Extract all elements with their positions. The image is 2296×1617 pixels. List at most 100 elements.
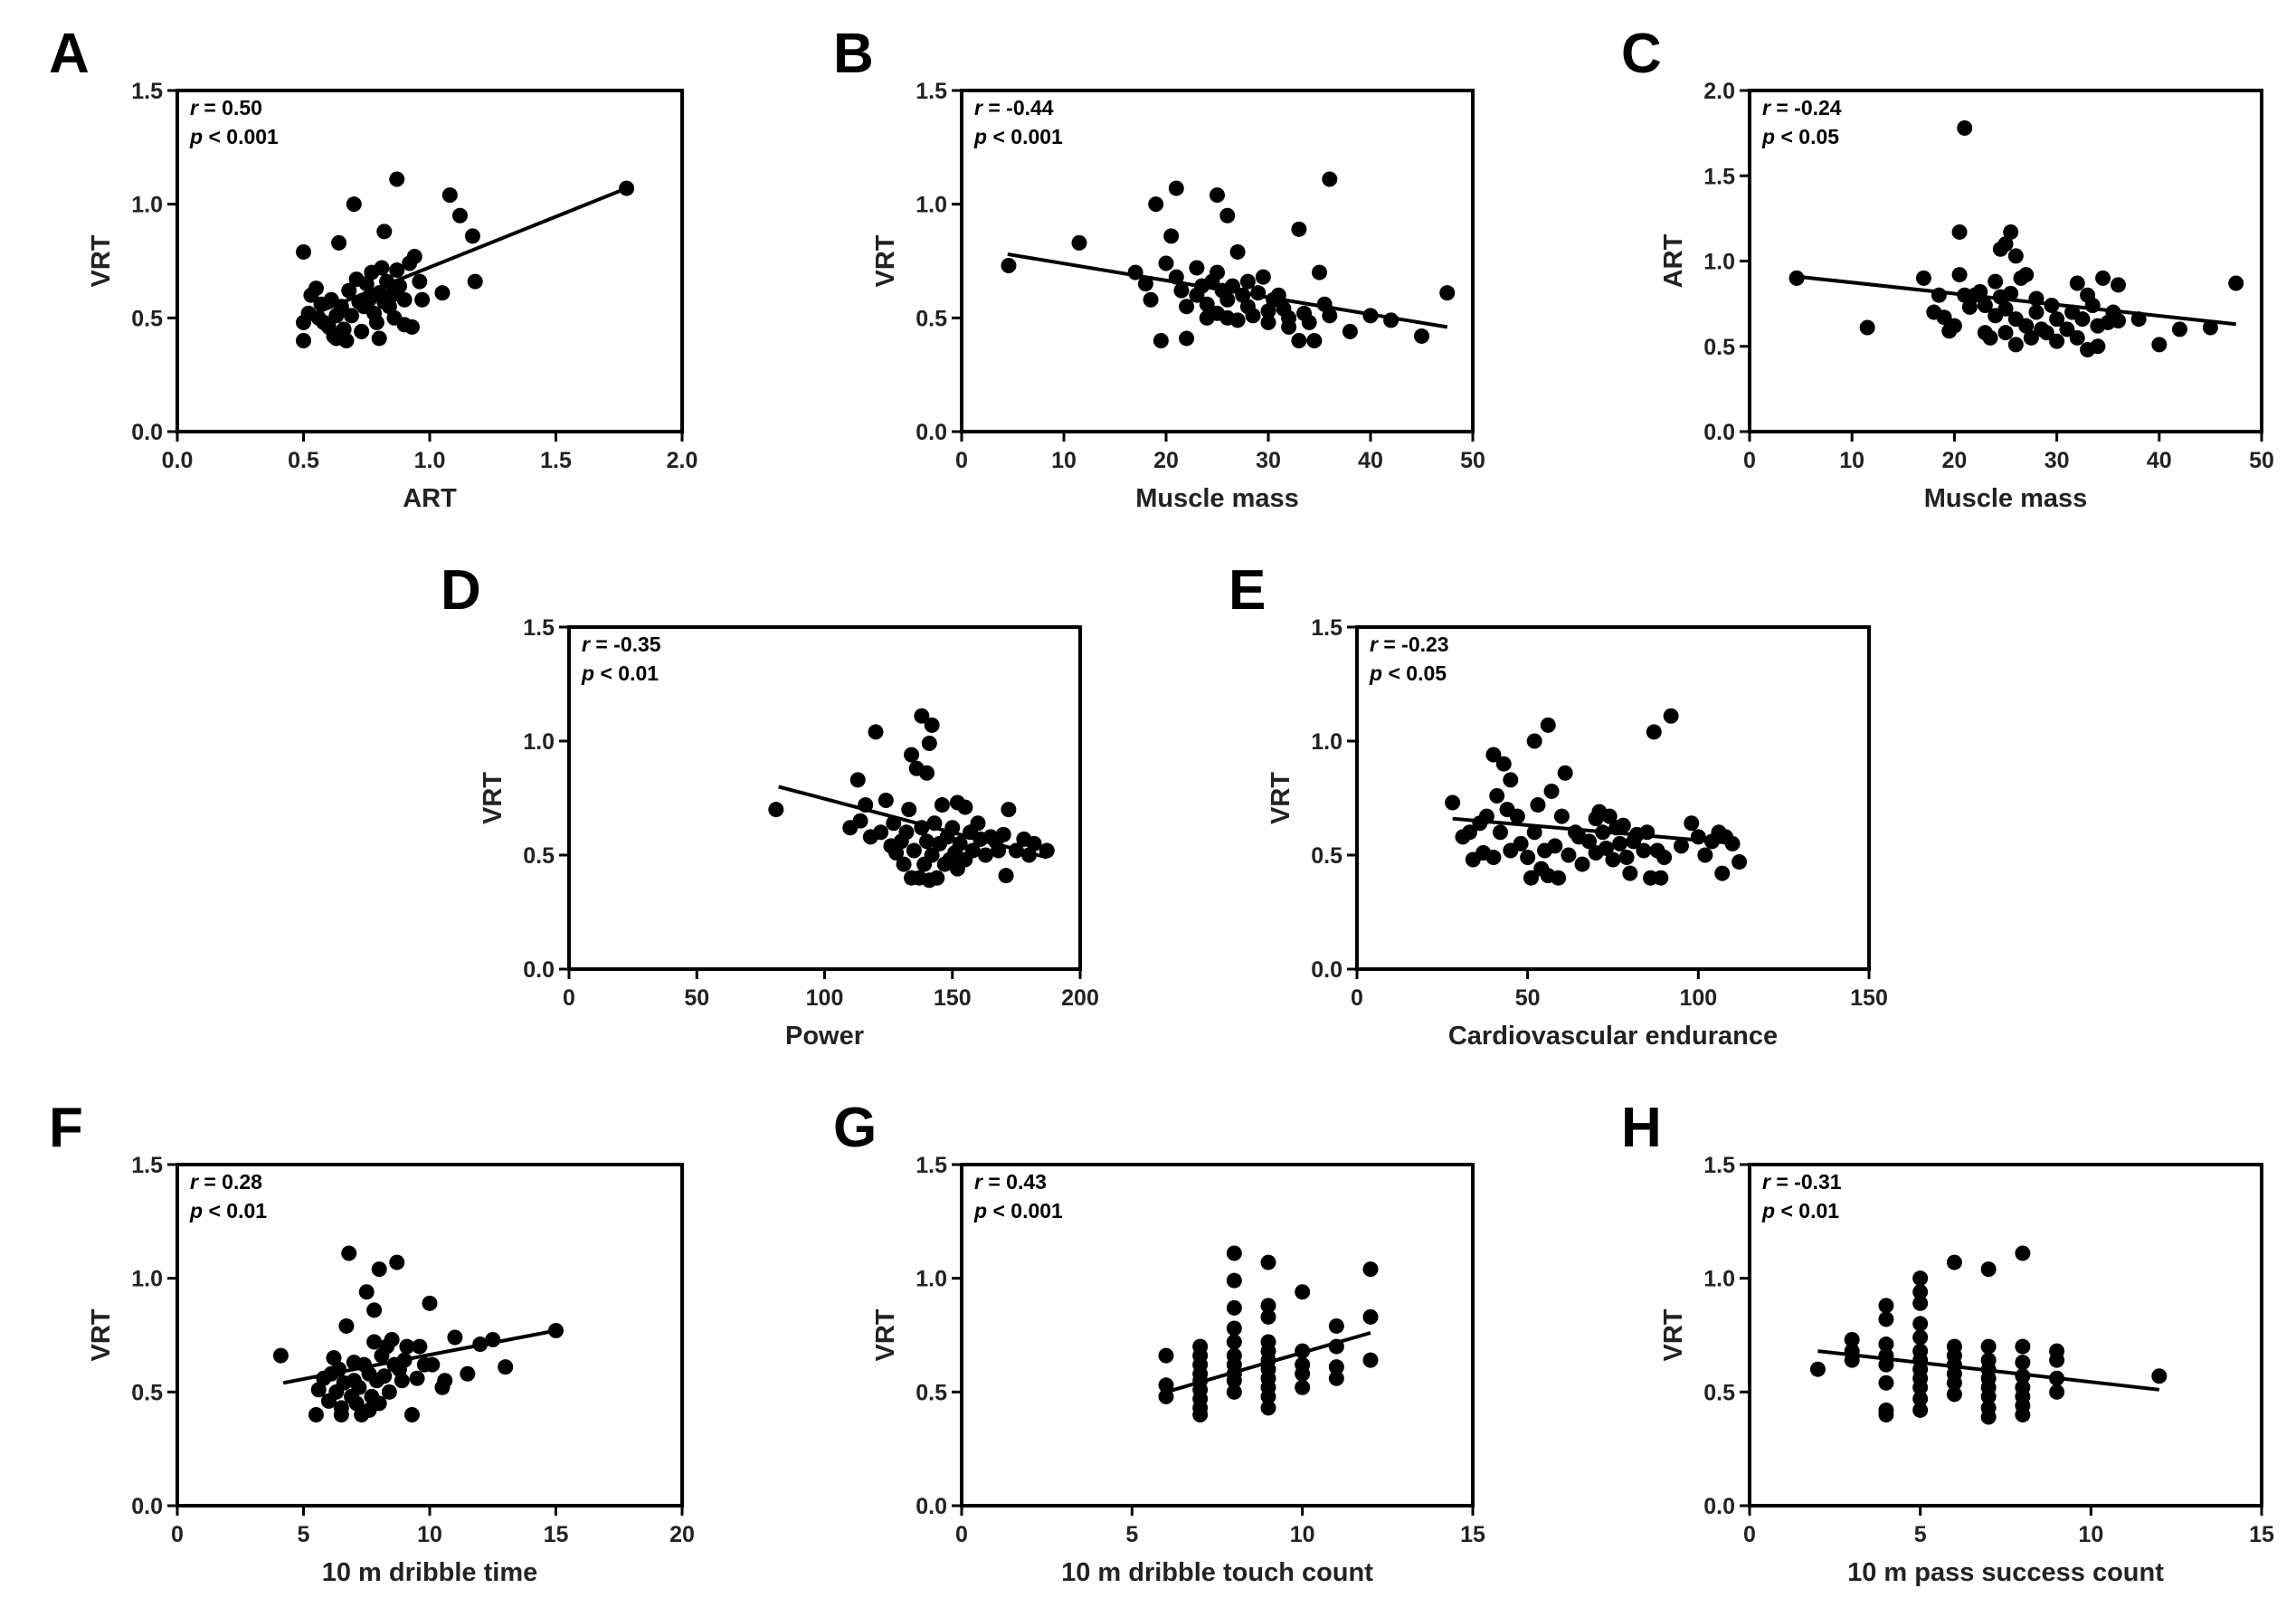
data-point — [1526, 733, 1542, 749]
data-point — [1653, 870, 1669, 886]
x-tick-label: 0 — [955, 1522, 968, 1547]
y-axis-label: VRT — [1267, 772, 1295, 824]
data-point — [1485, 850, 1502, 866]
data-point — [437, 1373, 453, 1389]
data-point — [371, 1261, 387, 1278]
y-tick-label: 1.0 — [916, 1267, 947, 1292]
data-point — [2003, 224, 2019, 240]
data-point — [1946, 318, 1962, 334]
data-point — [1878, 1402, 1894, 1418]
data-point — [1301, 314, 1317, 330]
x-tick-label: 5 — [1125, 1522, 1138, 1547]
data-point — [1328, 1317, 1344, 1334]
data-point — [1137, 276, 1153, 292]
x-tick-label: 50 — [2249, 448, 2274, 473]
data-point — [1946, 1386, 1962, 1403]
x-tick-label: 30 — [2045, 448, 2070, 473]
x-tick-label: 10 — [1839, 448, 1864, 473]
data-point — [1127, 264, 1143, 281]
x-tick-label: 40 — [1358, 448, 1383, 473]
y-tick-label: 0.5 — [1703, 1380, 1735, 1405]
data-point — [351, 1379, 367, 1395]
data-point — [1595, 824, 1611, 841]
data-point — [1997, 236, 2014, 252]
data-point — [1322, 171, 1338, 187]
data-point — [1492, 824, 1508, 841]
p-annotation: p < 0.01 — [189, 1199, 267, 1222]
data-point — [2049, 1370, 2065, 1386]
data-point — [376, 224, 393, 240]
data-point — [1001, 258, 1017, 274]
data-point — [1646, 724, 1662, 740]
y-tick-label: 0.5 — [131, 1380, 163, 1405]
data-point — [467, 273, 483, 290]
y-tick-label: 0.0 — [131, 420, 163, 445]
data-point — [374, 260, 390, 276]
data-point — [1936, 309, 1952, 326]
y-tick-label: 2.0 — [1703, 79, 1735, 104]
data-point — [389, 262, 405, 279]
p-symbol: p — [581, 661, 594, 685]
data-point — [1663, 708, 1679, 724]
data-point — [1731, 854, 1748, 870]
x-tick-label: 150 — [1850, 985, 1888, 1011]
x-tick-label: 40 — [2147, 448, 2172, 473]
data-point — [2228, 275, 2244, 291]
data-point — [548, 1322, 564, 1338]
data-point — [1173, 282, 1190, 299]
data-point — [868, 724, 884, 740]
data-point — [1281, 319, 1297, 335]
data-point — [1574, 856, 1590, 872]
data-point — [399, 1338, 415, 1355]
y-tick-label: 0.5 — [916, 1380, 947, 1405]
data-point — [424, 1356, 441, 1373]
data-point — [2028, 304, 2045, 320]
data-point — [1226, 1384, 1242, 1400]
data-point — [1557, 765, 1573, 781]
data-point — [2059, 321, 2075, 338]
data-point — [896, 856, 912, 872]
data-point — [2049, 311, 2065, 328]
data-point — [1189, 260, 1205, 276]
data-point — [1219, 291, 1236, 308]
data-point — [1153, 332, 1169, 348]
p-annotation: p < 0.001 — [973, 125, 1063, 148]
y-tick-label: 0.5 — [1311, 843, 1342, 869]
panel-letter: D — [441, 559, 481, 622]
data-point — [341, 1245, 357, 1261]
panel-letter: H — [1621, 1097, 1662, 1159]
p-symbol: p — [1761, 125, 1775, 148]
data-point — [2111, 277, 2127, 293]
data-point — [1291, 332, 1307, 348]
data-point — [2202, 319, 2218, 336]
data-point — [1601, 808, 1618, 824]
x-tick-label: 0 — [171, 1522, 184, 1547]
y-tick-label: 0.0 — [1703, 1494, 1735, 1519]
data-point — [2018, 318, 2035, 334]
data-point — [921, 736, 937, 752]
p-annotation: p < 0.001 — [189, 125, 279, 148]
data-point — [1520, 850, 1536, 866]
data-point — [368, 314, 384, 330]
data-point — [1260, 1298, 1276, 1314]
x-tick-label: 15 — [1460, 1522, 1485, 1547]
data-point — [919, 833, 935, 850]
data-point — [1229, 243, 1246, 260]
data-point — [2171, 321, 2187, 338]
p-annotation: p < 0.05 — [1761, 125, 1839, 148]
r-value: = -0.35 — [590, 633, 661, 656]
data-point — [1239, 273, 1256, 290]
data-point — [338, 332, 355, 348]
r-value: = 0.43 — [982, 1170, 1047, 1194]
x-tick-label: 0 — [1743, 1522, 1756, 1547]
x-tick-label: 15 — [544, 1522, 569, 1547]
x-tick-label: 10 — [2078, 1522, 2103, 1547]
data-point — [1179, 299, 1195, 315]
data-point — [1684, 815, 1700, 832]
data-point — [1219, 207, 1236, 224]
plot-frame — [960, 1163, 1475, 1508]
data-point — [434, 285, 451, 301]
data-point — [1163, 228, 1180, 244]
data-point — [2095, 270, 2111, 286]
data-point — [1168, 269, 1184, 285]
